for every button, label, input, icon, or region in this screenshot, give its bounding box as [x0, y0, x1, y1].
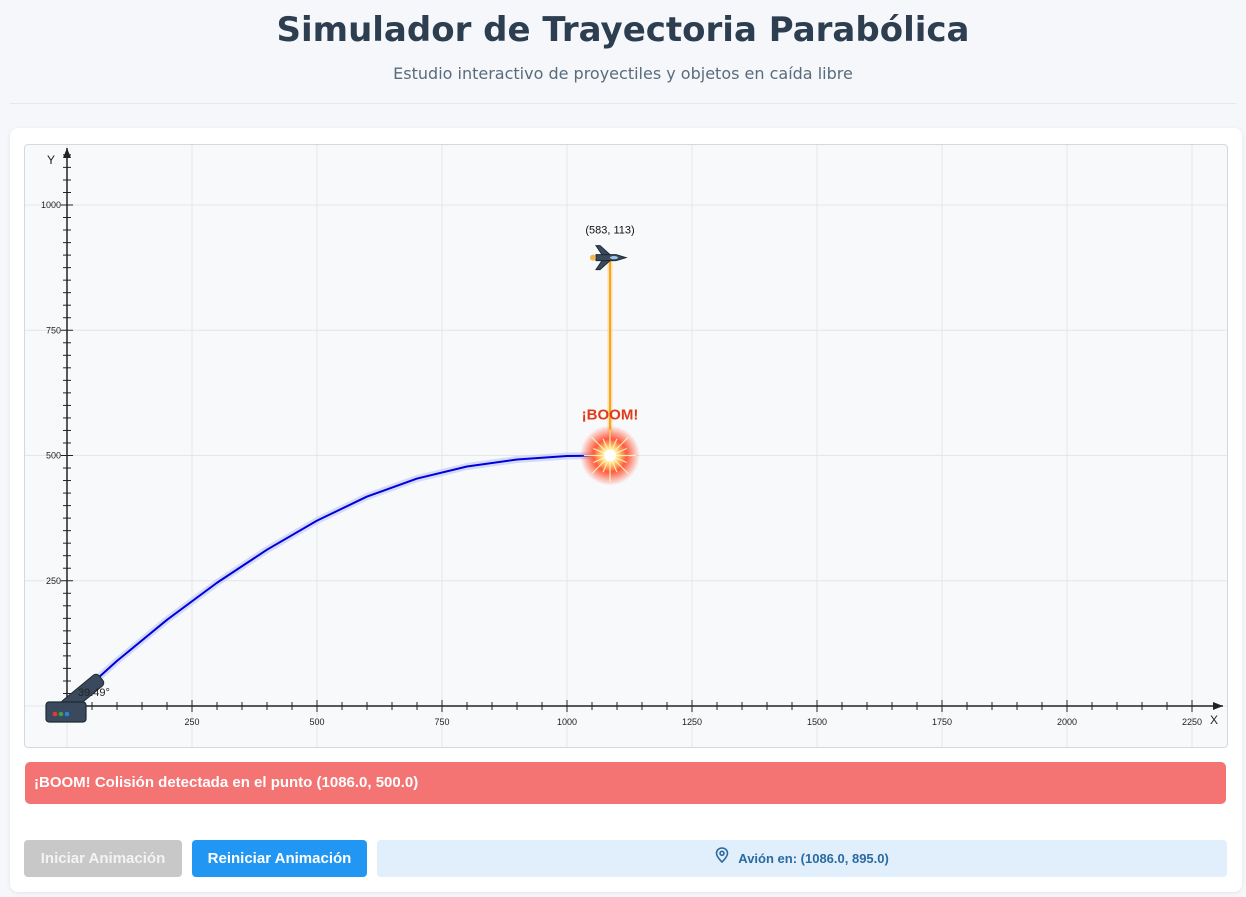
x-tick-label: 250 — [184, 717, 199, 727]
x-tick-label: 500 — [309, 717, 324, 727]
header-divider — [10, 103, 1236, 104]
x-tick-label: 2250 — [1182, 717, 1202, 727]
explosion-label: ¡BOOM! — [582, 407, 639, 424]
x-tick-label: 1750 — [932, 717, 952, 727]
start-animation-button[interactable]: Iniciar Animación — [24, 840, 182, 877]
plane-icon — [590, 245, 628, 271]
cannon-angle-label: 39.49° — [78, 687, 110, 699]
plane-coordinates-label: (583, 113) — [585, 225, 634, 237]
trajectory-line — [66, 454, 611, 707]
collision-alert: ¡BOOM! Colisión detectada en el punto (1… — [25, 762, 1226, 804]
map-pin-icon — [715, 840, 729, 877]
page-title: Simulador de Trayectoria Parabólica — [276, 10, 970, 50]
plane-position-status: Avión en: (1086.0, 895.0) — [377, 840, 1227, 877]
x-tick-label: 1000 — [557, 717, 577, 727]
x-axis-arrow — [1213, 702, 1223, 710]
y-tick-label: 250 — [46, 576, 61, 586]
y-tick-label: 500 — [46, 451, 61, 461]
explosion-icon — [580, 425, 640, 486]
page-header: Simulador de Trayectoria Parabólica Estu… — [0, 0, 1246, 104]
explosion-core — [604, 449, 616, 462]
cannon-icon — [45, 673, 105, 723]
simulation-canvas[interactable]: 250 500 750 1000 1250 1500 1750 2000 2250 250 500 7… — [24, 144, 1228, 748]
page-subtitle: Estudio interactivo de proyectiles y obj… — [393, 64, 853, 83]
y-axis-label: Y — [47, 153, 55, 167]
trajectory-chart: 250 500 750 1000 1250 1500 1750 2000 2250 250 500 7… — [25, 145, 1227, 747]
y-tick-label: 1000 — [41, 200, 61, 210]
y-tick-label: 750 — [46, 325, 61, 335]
plane-position-text: Avión en: (1086.0, 895.0) — [738, 851, 889, 866]
x-tick-label: 2000 — [1057, 717, 1077, 727]
x-axis-label: X — [1210, 713, 1218, 727]
x-tick-label: 1500 — [807, 717, 827, 727]
y-axis-arrow — [63, 148, 71, 158]
x-tick-label: 1250 — [682, 717, 702, 727]
reset-animation-button[interactable]: Reiniciar Animación — [192, 840, 367, 877]
x-tick-label: 750 — [434, 717, 449, 727]
